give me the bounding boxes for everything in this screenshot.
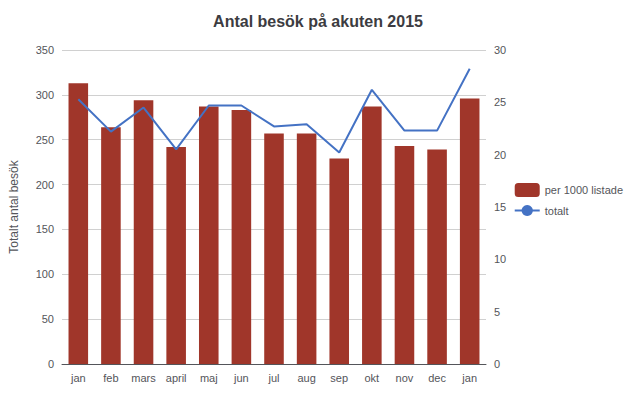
svg-text:200: 200 bbox=[36, 179, 54, 191]
svg-text:50: 50 bbox=[42, 313, 54, 325]
svg-text:jun: jun bbox=[233, 372, 249, 384]
svg-text:sep: sep bbox=[330, 372, 348, 384]
svg-text:jan: jan bbox=[70, 372, 86, 384]
svg-text:0: 0 bbox=[48, 358, 54, 370]
svg-text:mars: mars bbox=[131, 372, 156, 384]
svg-text:dec: dec bbox=[428, 372, 446, 384]
svg-text:okt: okt bbox=[365, 372, 380, 384]
svg-text:nov: nov bbox=[396, 372, 414, 384]
svg-text:25: 25 bbox=[494, 96, 506, 108]
svg-text:150: 150 bbox=[36, 223, 54, 235]
svg-text:per 1000 listade: per 1000 listade bbox=[545, 184, 623, 196]
svg-text:350: 350 bbox=[36, 44, 54, 56]
svg-text:maj: maj bbox=[200, 372, 218, 384]
svg-text:jul: jul bbox=[267, 372, 279, 384]
svg-text:feb: feb bbox=[103, 372, 118, 384]
svg-text:5: 5 bbox=[494, 306, 500, 318]
svg-text:300: 300 bbox=[36, 89, 54, 101]
svg-text:0: 0 bbox=[494, 358, 500, 370]
svg-text:totalt: totalt bbox=[545, 205, 569, 217]
svg-text:jan: jan bbox=[461, 372, 477, 384]
svg-text:Antal besök på akuten 2015: Antal besök på akuten 2015 bbox=[213, 13, 423, 30]
svg-text:15: 15 bbox=[494, 201, 506, 213]
svg-text:Totalt antal besök: Totalt antal besök bbox=[7, 159, 21, 253]
svg-text:250: 250 bbox=[36, 134, 54, 146]
svg-text:100: 100 bbox=[36, 268, 54, 280]
svg-text:april: april bbox=[166, 372, 187, 384]
svg-text:aug: aug bbox=[297, 372, 315, 384]
svg-text:10: 10 bbox=[494, 253, 506, 265]
svg-text:30: 30 bbox=[494, 44, 506, 56]
svg-text:20: 20 bbox=[494, 149, 506, 161]
